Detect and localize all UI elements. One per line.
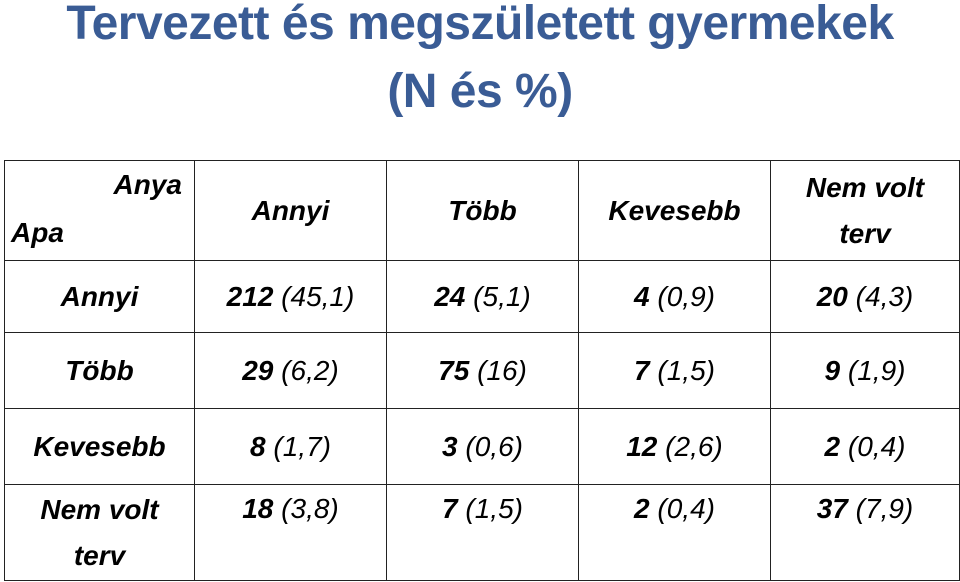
cell-percent: (0,6) — [465, 430, 523, 462]
column-header-nem-volt-terv: Nem volt terv — [770, 160, 960, 261]
table-cell: 20 (4,3) — [770, 260, 960, 333]
column-header-line: terv — [839, 217, 891, 249]
cell-count: 4 — [634, 280, 650, 312]
cell-percent: (1,9) — [847, 354, 906, 386]
cell-count: 12 — [626, 430, 658, 462]
column-header-line: Nem volt — [805, 171, 925, 203]
row-header-tobb: Több — [4, 332, 195, 409]
table-cell: 3 (0,6) — [386, 408, 579, 485]
cell-percent: (0,9) — [657, 280, 715, 312]
cell-count: 2 — [634, 493, 650, 524]
cell-count: 7 — [442, 493, 458, 524]
corner-cell: Anya Apa — [4, 160, 195, 261]
table-cell: 75 (16) — [386, 332, 579, 409]
slide-title: Tervezett és megszületett gyermekek (N é… — [0, 0, 960, 126]
cell-percent: (6,2) — [281, 354, 339, 386]
cell-count: 29 — [242, 354, 274, 386]
cell-percent: (0,4) — [847, 430, 906, 462]
row-header-kevesebb: Kevesebb — [4, 408, 195, 485]
table-cell: 37 (7,9) — [770, 484, 960, 581]
cell-percent: (1,5) — [465, 493, 523, 524]
header-row: Anya Apa Annyi Több Kevesebb Nem volt te… — [4, 160, 960, 261]
title-line-2: (N és %) — [387, 65, 573, 118]
cell-count: 212 — [226, 280, 274, 312]
table-cell: 8 (1,7) — [194, 408, 387, 485]
cell-percent: (4,3) — [855, 280, 914, 312]
cell-count: 24 — [434, 280, 466, 312]
corner-column-label: Anya — [113, 169, 182, 200]
cell-percent: (1,5) — [657, 354, 715, 386]
cell-percent: (3,8) — [281, 493, 339, 524]
cell-percent: (1,7) — [273, 430, 331, 462]
table-cell: 2 (0,4) — [578, 484, 771, 581]
column-header-kevesebb: Kevesebb — [578, 160, 771, 261]
table-row: Nem volt terv 18 (3,8) 7 (1,5) 2 (0,4) 3… — [4, 484, 960, 581]
column-header-line: Kevesebb — [608, 194, 741, 226]
cell-count: 7 — [634, 354, 650, 386]
cell-count: 2 — [824, 430, 841, 462]
corner-row-label: Apa — [11, 217, 64, 248]
table-cell: 212 (45,1) — [194, 260, 387, 333]
table-cell: 29 (6,2) — [194, 332, 387, 409]
table-cell: 7 (1,5) — [578, 332, 771, 409]
table-cell: 4 (0,9) — [578, 260, 771, 333]
cell-count: 3 — [442, 430, 458, 462]
cell-count: 75 — [438, 354, 470, 386]
table-row: Kevesebb 8 (1,7) 3 (0,6) 12 (2,6) 2 (0,4… — [4, 408, 960, 485]
row-header-line: terv — [73, 539, 126, 571]
column-header-annyi: Annyi — [194, 160, 387, 261]
cell-percent: (7,9) — [855, 493, 914, 524]
table-row: Annyi 212 (45,1) 24 (5,1) 4 (0,9) 20 (4,… — [4, 260, 960, 333]
row-header-line: Annyi — [60, 280, 139, 312]
table-row: Több 29 (6,2) 75 (16) 7 (1,5) 9 (1,9) — [4, 332, 960, 409]
children-table: Anya Apa Annyi Több Kevesebb Nem volt te… — [4, 160, 960, 581]
cell-count: 37 — [816, 493, 848, 524]
table-cell: 24 (5,1) — [386, 260, 579, 333]
row-header-line: Több — [65, 354, 134, 386]
row-header-line: Kevesebb — [33, 430, 166, 462]
cell-percent: (5,1) — [473, 280, 531, 312]
table-cell: 7 (1,5) — [386, 484, 579, 581]
cell-percent: (16) — [477, 354, 527, 386]
cell-percent: (2,6) — [665, 430, 723, 462]
title-line-1: Tervezett és megszületett gyermekek — [66, 0, 894, 50]
table-cell: 9 (1,9) — [770, 332, 960, 409]
table-cell: 2 (0,4) — [770, 408, 960, 485]
row-header-line: Nem volt — [40, 493, 159, 525]
cell-percent: (45,1) — [281, 280, 355, 312]
column-header-line: Több — [448, 194, 517, 226]
table-cell: 18 (3,8) — [194, 484, 387, 581]
cell-count: 9 — [824, 354, 841, 386]
cell-count: 18 — [242, 493, 274, 524]
cell-count: 8 — [250, 430, 266, 462]
row-header-annyi: Annyi — [4, 260, 195, 333]
row-header-nem-volt-terv: Nem volt terv — [4, 484, 195, 581]
cell-count: 20 — [816, 280, 848, 312]
table-cell: 12 (2,6) — [578, 408, 771, 485]
cell-percent: (0,4) — [657, 493, 715, 524]
column-header-tobb: Több — [386, 160, 579, 261]
column-header-line: Annyi — [251, 194, 330, 226]
